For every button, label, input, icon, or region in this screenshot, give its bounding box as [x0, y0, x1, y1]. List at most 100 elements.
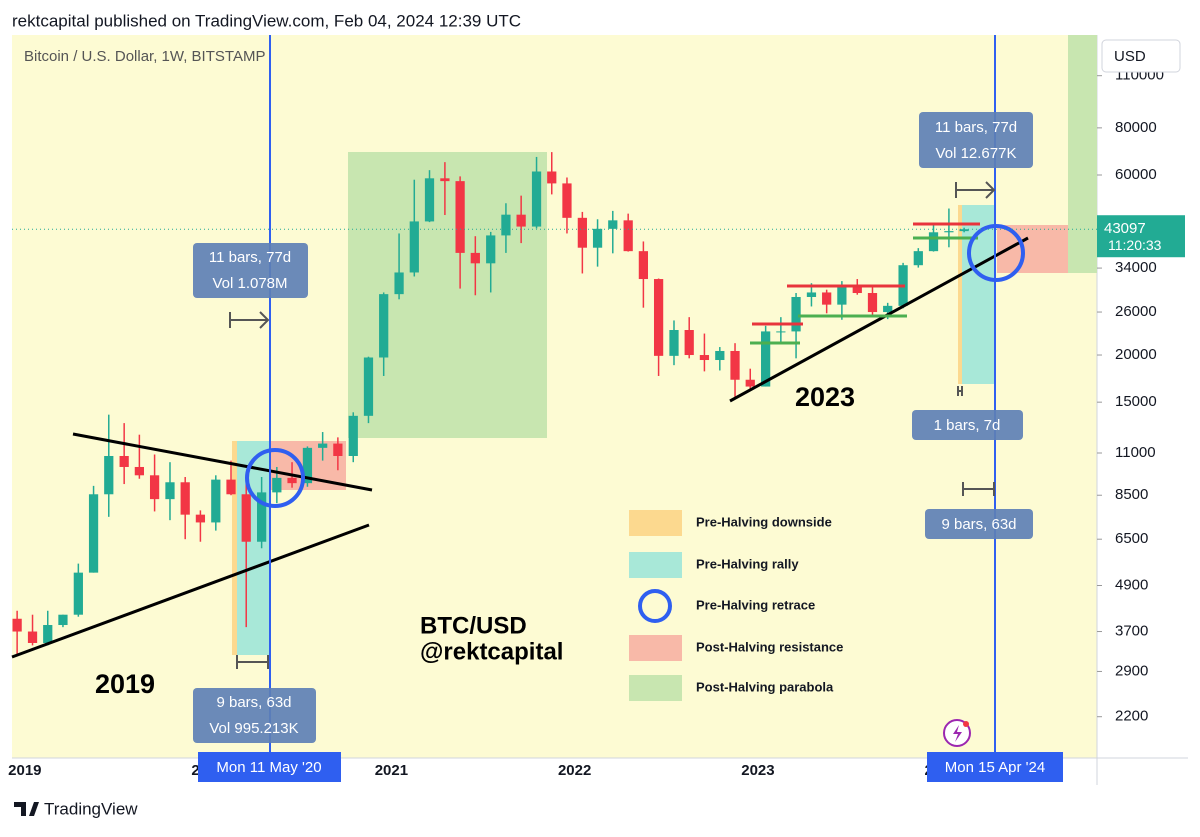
- event-dot: [963, 721, 969, 727]
- candle-body: [806, 292, 817, 297]
- candle-body: [837, 285, 847, 305]
- candle-body: [58, 614, 68, 626]
- legend-swatch: [638, 589, 672, 623]
- candle-body: [776, 331, 786, 333]
- candle-body: [867, 293, 878, 313]
- y-tick-label: 20000: [1115, 346, 1157, 363]
- y-tick-label: 80000: [1115, 119, 1157, 136]
- candle-body: [134, 466, 144, 476]
- candle-body: [623, 220, 633, 252]
- candle-body: [226, 479, 236, 495]
- candle-body: [12, 618, 22, 632]
- last-price-box: [1097, 215, 1185, 258]
- countdown: 11:20:33: [1108, 237, 1162, 253]
- x-tick-label: 2023: [741, 762, 774, 779]
- y-tick-label: 2200: [1115, 708, 1148, 725]
- downside-zone: [232, 441, 237, 655]
- candle-body: [822, 292, 832, 305]
- candle-body: [944, 231, 954, 233]
- candle-body: [684, 330, 694, 356]
- legend-swatch: [629, 552, 682, 578]
- parabola-zone: [348, 152, 547, 438]
- candle-body: [394, 272, 404, 295]
- year-label: 2019: [95, 669, 155, 699]
- candle-body: [73, 572, 83, 615]
- y-tick-label: 11000: [1115, 444, 1156, 461]
- y-tick-label: 34000: [1115, 259, 1157, 276]
- candle-body: [913, 251, 923, 266]
- candle-body: [592, 228, 603, 248]
- date-label-box: [927, 752, 1063, 782]
- candle-body: [883, 305, 893, 313]
- candle-body: [241, 494, 251, 542]
- measure-label: 1 bars, 7d: [934, 417, 1001, 434]
- measure-label: 11 bars, 77d: [935, 119, 1017, 136]
- currency-button[interactable]: [1101, 39, 1181, 73]
- candle-body: [745, 379, 755, 387]
- candle-body: [43, 625, 53, 643]
- candle-body: [180, 482, 190, 515]
- date-label: Mon 11 May '20: [216, 759, 321, 776]
- candle-body: [608, 220, 618, 229]
- legend-label: Pre-Halving downside: [696, 514, 832, 529]
- candle-body: [348, 415, 358, 456]
- last-price: 43097: [1104, 220, 1146, 237]
- trendline: [11, 523, 370, 659]
- y-tick-label: 6500: [1115, 530, 1148, 547]
- candle-body: [653, 279, 664, 356]
- axes: 2200 2900 3700 4900 6500 8500 11000 15000 20000 2…: [8, 67, 1185, 779]
- candle-body: [531, 171, 542, 227]
- candle-body: [501, 214, 511, 236]
- candle-body: [928, 232, 939, 252]
- pair-label: BTC/USD: [420, 612, 527, 639]
- candle-body: [333, 443, 343, 456]
- legend-label: Post-Halving parabola: [696, 679, 834, 694]
- chart-title: Bitcoin / U.S. Dollar, 1W, BITSTAMP: [24, 48, 265, 65]
- plot-background: [12, 35, 1097, 758]
- candle-body: [486, 235, 496, 264]
- legend-label: Post-Halving resistance: [696, 639, 843, 654]
- legend-swatch: [629, 675, 682, 701]
- y-tick-label: 15000: [1115, 393, 1157, 410]
- candle-body: [257, 492, 267, 542]
- measure-label: 9 bars, 63d: [941, 516, 1016, 533]
- candle-body: [516, 214, 526, 227]
- candle-body: [455, 181, 465, 253]
- legend-swatch: [629, 635, 682, 661]
- measure-label: 11 bars, 77d: [209, 249, 291, 266]
- legend: Pre-Halving downside Pre-Halving rally Pre…: [629, 510, 843, 701]
- measure-label: Vol 995.213K: [209, 720, 298, 737]
- legend-label: Pre-Halving retrace: [696, 597, 815, 612]
- parabola-zone: [1068, 35, 1097, 273]
- y-tick-label: 4900: [1115, 576, 1148, 593]
- candle-body: [440, 178, 450, 182]
- y-tick-label: 60000: [1115, 166, 1157, 183]
- candle-body: [272, 477, 282, 493]
- candle-body: [88, 494, 99, 573]
- y-tick-label: 2900: [1115, 662, 1148, 679]
- y-tick-label: 8500: [1115, 486, 1148, 503]
- candle-body: [638, 251, 649, 280]
- date-label: Mon 15 Apr '24: [945, 759, 1045, 776]
- candle-body: [409, 221, 419, 273]
- measure-label: Vol 1.078M: [212, 275, 287, 292]
- candle-body: [149, 475, 160, 500]
- candle-body: [424, 178, 435, 222]
- candle-body: [547, 171, 557, 184]
- candle-body: [577, 217, 587, 248]
- candle-body: [730, 350, 740, 380]
- candle-body: [27, 631, 38, 643]
- candle-body: [195, 514, 206, 523]
- legend-swatch: [629, 510, 682, 536]
- brand: TradingView: [44, 799, 138, 818]
- candle-body: [715, 350, 725, 361]
- rally-zone: [237, 441, 270, 655]
- retrace-circle: [245, 448, 305, 508]
- candle-body: [318, 443, 328, 448]
- candle-body: [104, 455, 114, 495]
- candle-body: [211, 479, 221, 523]
- candle-body: [699, 355, 710, 361]
- currency[interactable]: USD: [1114, 48, 1146, 65]
- candle-body: [852, 285, 862, 294]
- candle-body: [791, 296, 801, 332]
